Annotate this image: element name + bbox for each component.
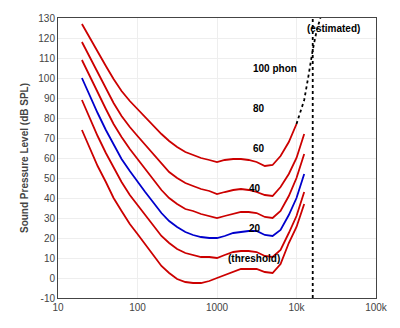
- svg-text:10: 10: [52, 302, 64, 313]
- svg-text:70: 70: [44, 133, 56, 144]
- svg-text:50: 50: [44, 173, 56, 184]
- svg-text:40: 40: [249, 183, 261, 194]
- svg-text:20: 20: [249, 223, 261, 234]
- svg-text:20: 20: [44, 233, 56, 244]
- svg-text:130: 130: [38, 13, 55, 24]
- svg-text:60: 60: [253, 143, 265, 154]
- svg-text:60: 60: [44, 153, 56, 164]
- svg-text:120: 120: [38, 33, 55, 44]
- svg-text:10: 10: [44, 253, 56, 264]
- svg-text:0: 0: [49, 273, 55, 284]
- svg-text:80: 80: [253, 103, 265, 114]
- svg-text:100k: 100k: [365, 302, 388, 313]
- svg-text:90: 90: [44, 93, 56, 104]
- svg-text:10k: 10k: [288, 302, 305, 313]
- svg-text:100: 100: [129, 302, 146, 313]
- svg-text:(threshold): (threshold): [228, 253, 280, 264]
- svg-text:40: 40: [44, 193, 56, 204]
- svg-text:30: 30: [44, 213, 56, 224]
- svg-text:-10: -10: [41, 293, 56, 304]
- svg-text:80: 80: [44, 113, 56, 124]
- svg-text:1000: 1000: [206, 302, 229, 313]
- svg-text:100: 100: [38, 73, 55, 84]
- svg-text:(estimated): (estimated): [307, 23, 360, 34]
- svg-text:110: 110: [39, 53, 55, 64]
- svg-text:100 phon: 100 phon: [253, 63, 297, 74]
- svg-text:Sound Pressure Level (dB SPL): Sound Pressure Level (dB SPL): [19, 83, 30, 233]
